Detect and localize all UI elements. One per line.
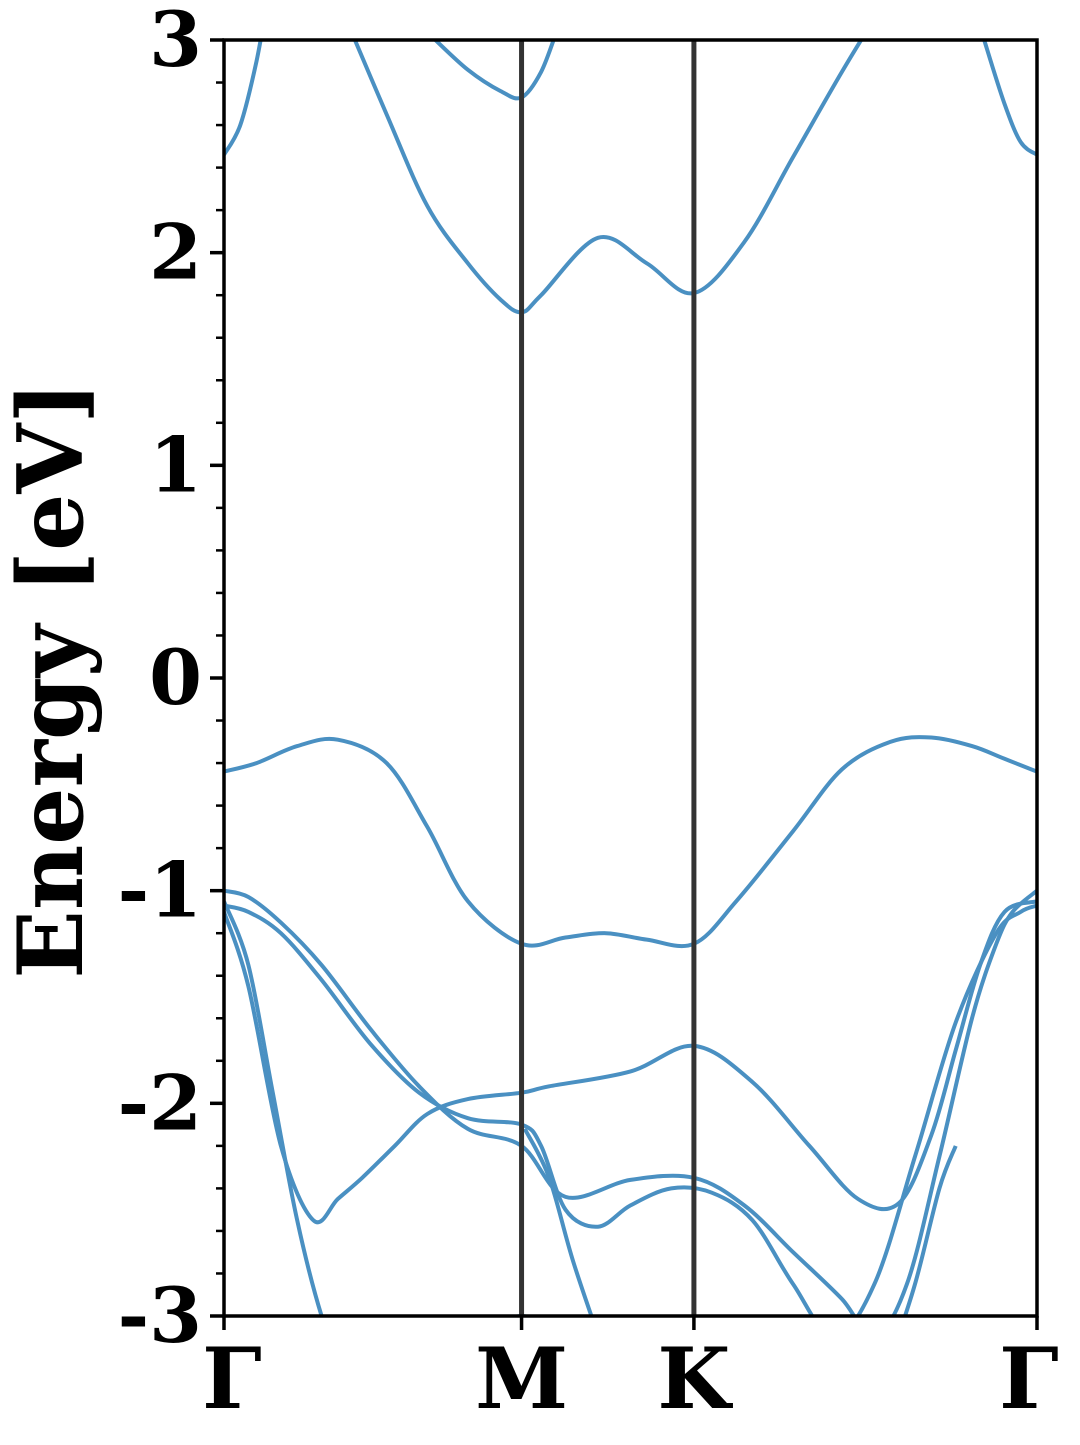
x-tick-label: M — [475, 1329, 568, 1428]
y-tick-label: 2 — [149, 208, 202, 297]
y-tick-label: -1 — [118, 846, 202, 935]
band-line-3 — [434, 40, 556, 101]
band-line-1 — [224, 40, 263, 156]
band-line-5 — [224, 735, 1037, 949]
band-line-9 — [224, 900, 324, 1316]
band-line-12 — [902, 1145, 958, 1316]
x-tick-label: K — [657, 1329, 733, 1428]
y-tick-label: -2 — [118, 1058, 202, 1147]
x-tick-label: Γ — [999, 1329, 1059, 1428]
band-line-2 — [352, 40, 864, 315]
x-tick-label: Γ — [202, 1329, 262, 1428]
high-symmetry-lines — [519, 40, 697, 1316]
y-axis-ticks: -3 -2 -1 0 1 2 3 — [118, 0, 224, 1360]
band-line-11 — [523, 1127, 594, 1316]
y-tick-label: -3 — [118, 1271, 202, 1360]
plot-frame — [222, 38, 1039, 1318]
band-line-8 — [224, 899, 1037, 1225]
series-layer — [224, 40, 1037, 1316]
band-line-4 — [982, 40, 1037, 157]
y-tick-label: 0 — [149, 633, 202, 722]
y-tick-label: 1 — [149, 420, 202, 509]
band-line-6 — [224, 888, 1037, 1316]
band-line-7 — [224, 903, 1037, 1316]
y-axis-label: Energy [eV] — [0, 381, 104, 979]
y-tick-label: 3 — [149, 0, 202, 84]
